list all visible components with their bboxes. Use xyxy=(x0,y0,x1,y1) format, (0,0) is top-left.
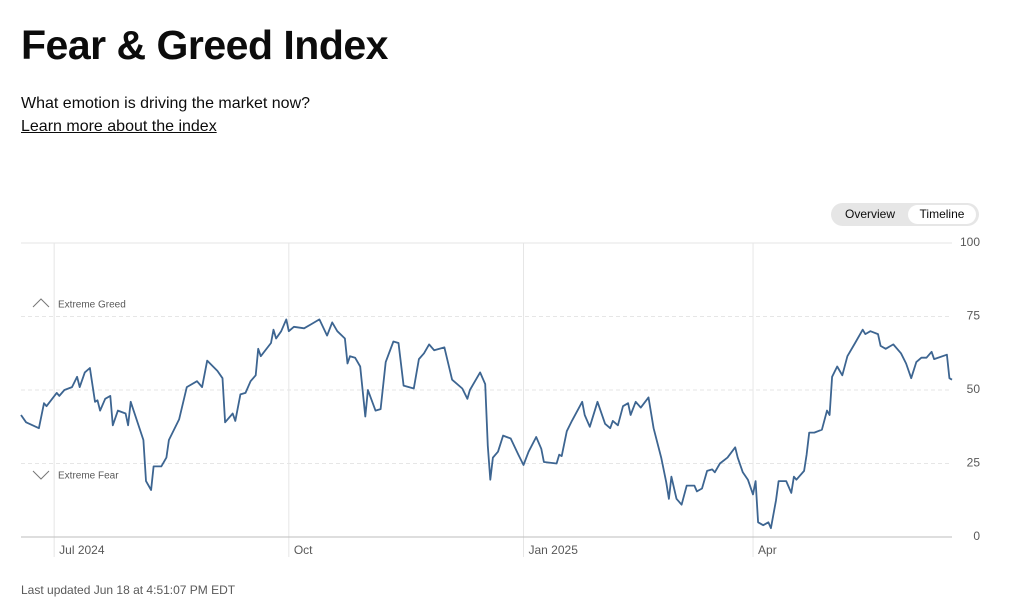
y-tick-label: 0 xyxy=(973,529,980,543)
overview-button[interactable]: Overview xyxy=(844,207,895,221)
view-toggle: Overview Timeline xyxy=(831,203,979,226)
x-tick-label: Jan 2025 xyxy=(528,543,578,557)
greed-annotation: Extreme Greed xyxy=(58,300,126,311)
x-tick-label: Oct xyxy=(294,543,313,557)
chart: Apr Jan 2025 Oct Jul 2024 100 75 50 25 0 Extreme… xyxy=(20,235,981,557)
page-title: Fear & Greed Index xyxy=(21,22,388,68)
subtitle: What emotion is driving the market now? xyxy=(21,95,311,112)
y-tick-label: 100 xyxy=(960,235,980,249)
timeline-button[interactable]: Timeline xyxy=(908,205,976,224)
fear-annotation: Extreme Fear xyxy=(58,471,119,482)
index-line xyxy=(20,318,953,530)
greed-chevron xyxy=(32,298,50,308)
learn-more-link[interactable]: Learn more about the index xyxy=(21,118,217,135)
last-updated: Last updated Jun 18 at 4:51:07 PM EDT xyxy=(21,583,236,597)
x-tick-label: Jul 2024 xyxy=(59,543,105,557)
y-tick-label: 75 xyxy=(967,309,981,323)
y-tick-label: 50 xyxy=(967,382,981,396)
x-tick-label: Apr xyxy=(758,543,777,557)
fear-chevron xyxy=(32,470,50,480)
y-tick-label: 25 xyxy=(967,456,981,470)
